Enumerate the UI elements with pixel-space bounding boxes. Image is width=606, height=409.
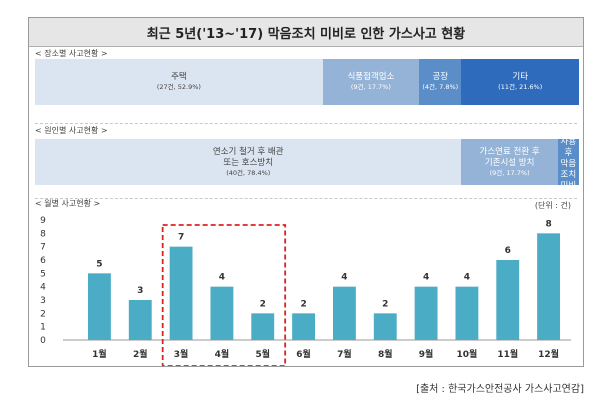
x-tick-label: 7월 <box>337 348 352 360</box>
highlight-box <box>161 224 287 366</box>
bar <box>496 260 520 340</box>
location-segment-label: 공장 <box>432 72 449 82</box>
figure-title: 최근 5년('13~'17) 막음조치 미비로 인한 가스사고 현황 <box>29 18 583 47</box>
bar <box>292 313 316 340</box>
x-tick-label: 4월 <box>215 348 230 360</box>
x-tick-label: 10월 <box>457 348 478 360</box>
location-segment-value: (9건, 17.7%) <box>350 83 391 91</box>
location-segment-label: 식품접객업소 <box>347 72 395 82</box>
data-label: 8 <box>545 219 551 229</box>
cause-section-title: < 원인별 사고현황 > <box>35 126 108 135</box>
location-segment: 식품접객업소 (9건, 17.7%) <box>322 59 420 105</box>
y-tick-label: 3 <box>40 296 46 306</box>
bar <box>128 300 152 340</box>
location-section-title: < 장소별 사고현황 > <box>35 49 108 58</box>
bar <box>169 246 193 340</box>
bar <box>251 313 275 340</box>
y-tick-label: 9 <box>40 216 46 226</box>
cause-segment-label: 가스시설 사용 후 막음조치 미비 <box>560 139 577 185</box>
bar <box>455 286 479 340</box>
bar <box>373 313 397 340</box>
monthly-bar-chart: 0 1 2 3 4 5 6 7 8 9 5 1월 3 2월 7 3월 4 4월 2 5월 2 6월 4 7월 2 8월 4 9월 4 10… <box>40 216 571 366</box>
x-tick-label: 3월 <box>174 348 189 360</box>
data-label: 6 <box>505 246 511 256</box>
bar <box>414 286 438 340</box>
x-tick-label: 11월 <box>497 348 518 360</box>
y-tick-label: 1 <box>40 323 46 333</box>
x-tick-label: 12월 <box>538 348 559 360</box>
bar <box>87 273 111 340</box>
y-tick-label: 4 <box>40 283 46 293</box>
cause-segment: 연소기 철거 후 배관 또는 호스방치 (40건, 78.4%) <box>35 139 462 185</box>
x-tick-label: 1월 <box>92 348 107 360</box>
figure-frame: 최근 5년('13~'17) 막음조치 미비로 인한 가스사고 현황 < 장소별… <box>28 17 584 367</box>
y-tick-label: 7 <box>40 243 46 253</box>
data-label: 5 <box>96 259 102 269</box>
cause-segment: 가스연료 전환 후 기존시설 방치 (9건, 17.7%) <box>461 139 558 185</box>
data-label: 7 <box>178 233 184 243</box>
location-segment: 주택 (27건, 52.9%) <box>35 59 323 105</box>
cause-segment: 가스시설 사용 후 막음조치 미비(2건, 3.9%) <box>557 139 579 185</box>
location-segment-label: 기타 <box>512 72 529 82</box>
cause-segment-value: (9건, 17.7%) <box>489 168 530 177</box>
x-tick-label: 5월 <box>255 348 270 360</box>
y-tick-label: 5 <box>40 269 46 279</box>
location-segment-value: (4건, 7.8%) <box>422 83 459 91</box>
cause-stacked-bar: 연소기 철거 후 배관 또는 호스방치 (40건, 78.4%) 가스연료 전환 후… <box>35 139 579 185</box>
data-label: 4 <box>423 273 429 283</box>
data-label: 2 <box>260 299 266 309</box>
monthly-section-title: < 월별 사고현황 > <box>35 199 101 208</box>
location-segment-label: 주택 <box>171 72 187 82</box>
x-tick-label: 2월 <box>133 348 148 360</box>
y-tick-label: 6 <box>40 256 46 266</box>
divider <box>35 198 577 199</box>
source-note: [출처 : 한국가스안전공사 가스사고연감] <box>416 384 584 395</box>
data-label: 4 <box>341 273 347 283</box>
location-segment: 공장 (4건, 7.8%) <box>419 59 462 105</box>
x-tick-label: 9월 <box>419 348 434 360</box>
bar <box>210 286 234 340</box>
data-label: 3 <box>137 286 143 296</box>
location-segment: 기타 (11건, 21.6%) <box>461 59 579 105</box>
unit-label: (단위 : 건) <box>534 201 571 210</box>
data-label: 4 <box>219 273 225 283</box>
location-stacked-bar: 주택 (27건, 52.9%) 식품접객업소 (9건, 17.7%) 공장 (4건, 7.… <box>35 59 579 105</box>
cause-segment-label: 가스연료 전환 후 기존시설 방치 <box>479 146 540 168</box>
bar <box>537 233 561 340</box>
data-label: 2 <box>382 299 388 309</box>
y-tick-label: 8 <box>40 229 46 239</box>
location-segment-value: (11건, 21.6%) <box>498 83 543 91</box>
data-label: 2 <box>300 299 306 309</box>
y-tick-label: 2 <box>40 309 46 319</box>
bar <box>332 286 356 340</box>
y-tick-label: 0 <box>40 336 46 346</box>
data-label: 4 <box>464 273 470 283</box>
x-tick-label: 8월 <box>378 348 393 360</box>
divider <box>35 123 577 124</box>
x-tick-label: 6월 <box>296 348 311 360</box>
cause-segment-label: 연소기 철거 후 배관 또는 호스방치 <box>212 146 284 168</box>
cause-segment-value: (40건, 78.4%) <box>226 168 271 177</box>
location-segment-value: (27건, 52.9%) <box>156 83 201 91</box>
